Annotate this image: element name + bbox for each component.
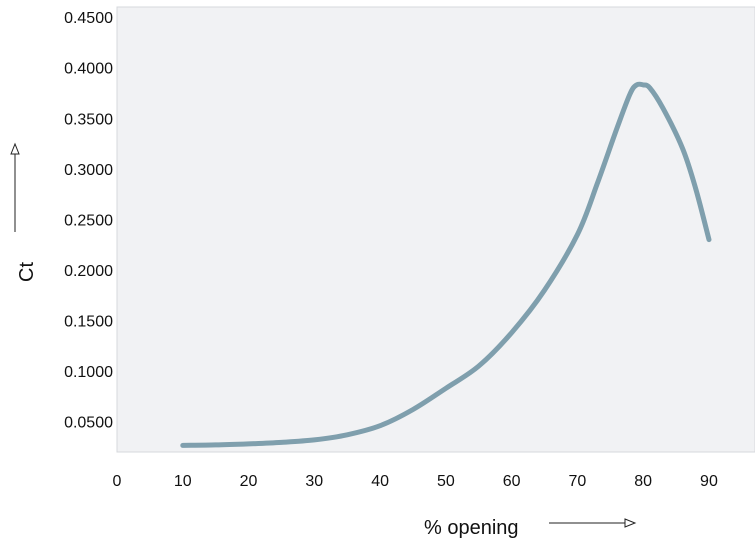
x-tick-label: 30: [305, 473, 323, 490]
x-tick-label: 50: [437, 473, 455, 490]
x-tick-label: 80: [634, 473, 652, 490]
y-tick-label: 0.3000: [64, 162, 113, 179]
x-tick-label: 70: [569, 473, 587, 490]
x-tick-label: 0: [113, 473, 122, 490]
x-axis-ticks: 0 10 20 30 40 50 60 70 80 90: [113, 473, 718, 490]
y-tick-label: 0.2000: [64, 263, 113, 280]
x-tick-label: 60: [503, 473, 521, 490]
y-axis-title-group: Ct: [10, 142, 38, 282]
x-tick-label: 20: [240, 473, 258, 490]
y-tick-label: 0.1000: [64, 364, 113, 381]
x-axis-arrow-head: [624, 518, 637, 528]
y-tick-label: 0.0500: [64, 415, 113, 432]
x-tick-label: 40: [371, 473, 389, 490]
x-axis-title-group: % opening: [424, 517, 637, 539]
y-tick-label: 0.4500: [64, 10, 113, 27]
plot-area: [116, 6, 755, 453]
series-line: [180, 81, 712, 448]
y-tick-label: 0.4000: [64, 61, 113, 78]
y-tick-label: 0.2500: [64, 212, 113, 229]
y-tick-label: 0.3500: [64, 111, 113, 128]
y-tick-label: 0.1500: [64, 314, 113, 331]
x-tick-label: 90: [700, 473, 718, 490]
y-axis-arrow-head: [10, 142, 20, 155]
x-tick-label: 10: [174, 473, 192, 490]
y-axis-ticks: 0.0500 0.1000 0.1500 0.2000 0.2500 0.3000 0.35…: [64, 10, 113, 432]
x-axis-title: % opening: [424, 517, 519, 539]
y-axis-title: Ct: [16, 262, 38, 282]
